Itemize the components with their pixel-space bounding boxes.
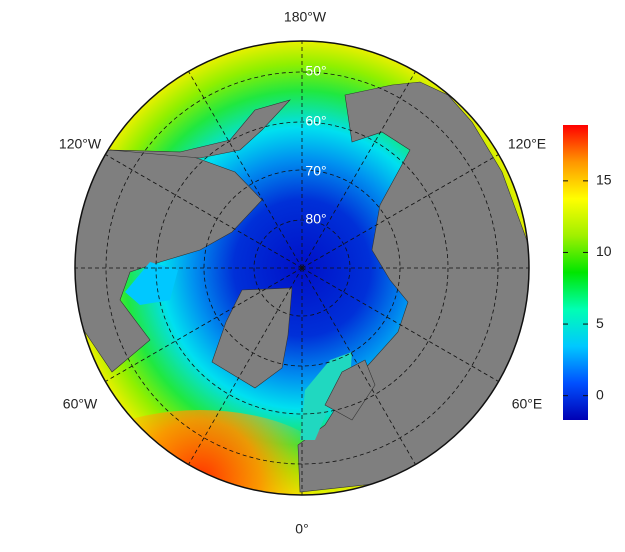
meridian-line bbox=[301, 267, 416, 465]
greenland bbox=[211, 287, 293, 389]
meridian-line bbox=[188, 267, 303, 465]
longitude-label: 60°W bbox=[63, 396, 98, 412]
meridian-line bbox=[301, 267, 499, 382]
scandinavia-coast bbox=[300, 352, 352, 440]
latitude-label: 70° bbox=[305, 163, 326, 179]
latitude-label: 60° bbox=[305, 113, 326, 129]
graticule bbox=[75, 41, 529, 495]
meridian-line bbox=[301, 71, 416, 269]
latitude-line bbox=[253, 219, 351, 317]
colorbar-tick-label: 5 bbox=[596, 315, 604, 331]
longitude-label: 120°W bbox=[59, 136, 102, 152]
meridian-line bbox=[301, 154, 499, 269]
map-labels: 180°W 120°W 120°E 60°W 60°E 0° 50° 60° 70° 80° bbox=[59, 9, 546, 537]
colorbar-tick-label: 10 bbox=[596, 243, 612, 259]
longitude-label: 180°W bbox=[284, 9, 327, 25]
alaska bbox=[109, 99, 291, 159]
latitude-label: 80° bbox=[305, 211, 326, 227]
meridian-line bbox=[105, 267, 303, 382]
colorbar bbox=[563, 125, 588, 420]
colorbar-tick-label: 15 bbox=[596, 172, 612, 188]
hudson-bay bbox=[125, 262, 178, 305]
north-america bbox=[75, 149, 263, 373]
colorbar-ticks: 0 5 10 15 bbox=[563, 172, 612, 402]
colorbar-tick-label: 0 bbox=[596, 386, 604, 402]
latitude-label: 50° bbox=[305, 63, 326, 79]
longitude-label: 0° bbox=[295, 521, 308, 537]
meridian-line bbox=[188, 71, 303, 269]
scandinavia bbox=[324, 359, 376, 421]
meridian-line bbox=[105, 154, 303, 269]
latitude-line bbox=[155, 121, 449, 415]
longitude-label: 60°E bbox=[512, 396, 543, 412]
longitude-label: 120°E bbox=[508, 136, 546, 152]
